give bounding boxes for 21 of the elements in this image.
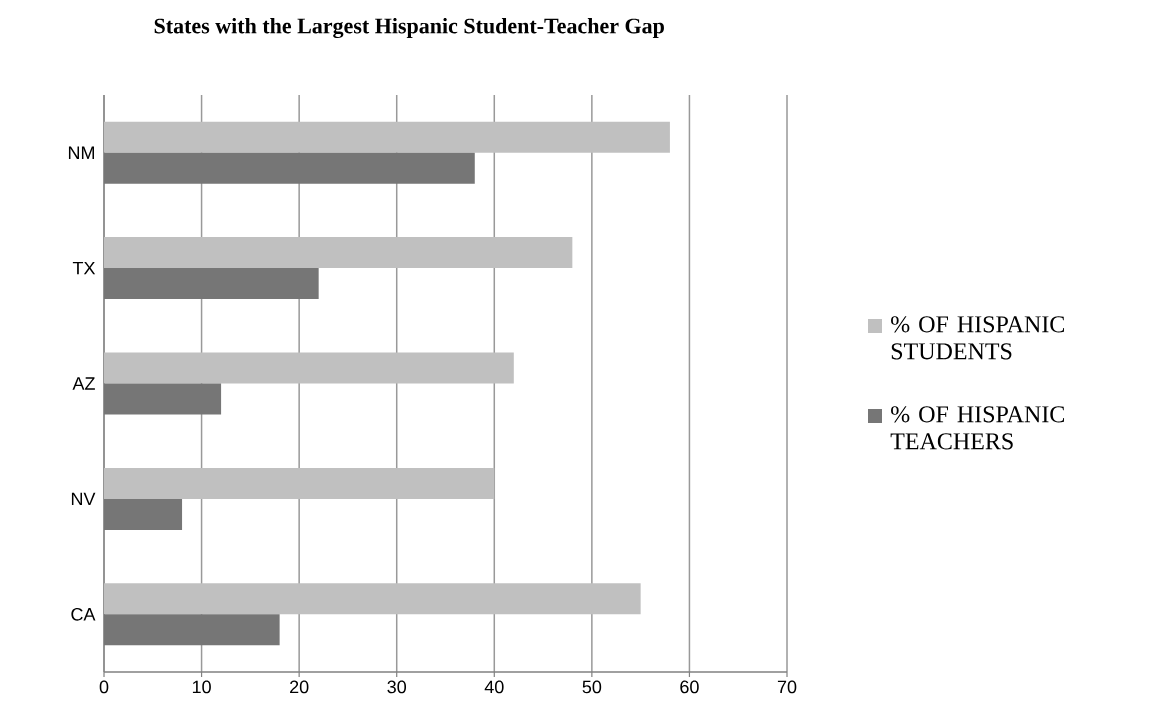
x-tick-label: 50 — [582, 680, 602, 694]
chart-title: States with the Largest Hispanic Student-Teacher Gap — [154, 17, 664, 39]
y-tick-label: AZ — [72, 377, 95, 390]
legend-label: % OF HISPANIC STUDENTS — [891, 316, 1065, 360]
bar — [104, 121, 670, 153]
x-tick-label: 60 — [680, 680, 699, 694]
x-tick-label: 10 — [192, 680, 211, 694]
x-tick-label: 70 — [777, 680, 797, 694]
y-tick-label: CA — [71, 607, 96, 621]
x-tick-label: 40 — [484, 680, 504, 694]
bar — [104, 237, 573, 269]
y-tick-label: NV — [71, 492, 96, 506]
x-tick-label: 30 — [387, 680, 407, 694]
y-tick-label: TX — [72, 261, 96, 275]
x-tick-label: 20 — [290, 680, 309, 694]
y-tick-label: NM — [68, 146, 94, 159]
bar — [104, 583, 641, 615]
x-tick-label: 0 — [99, 680, 109, 694]
bar — [104, 352, 514, 384]
bar — [104, 467, 495, 499]
legend-label: % OF HISPANIC TEACHERS — [890, 406, 1065, 450]
